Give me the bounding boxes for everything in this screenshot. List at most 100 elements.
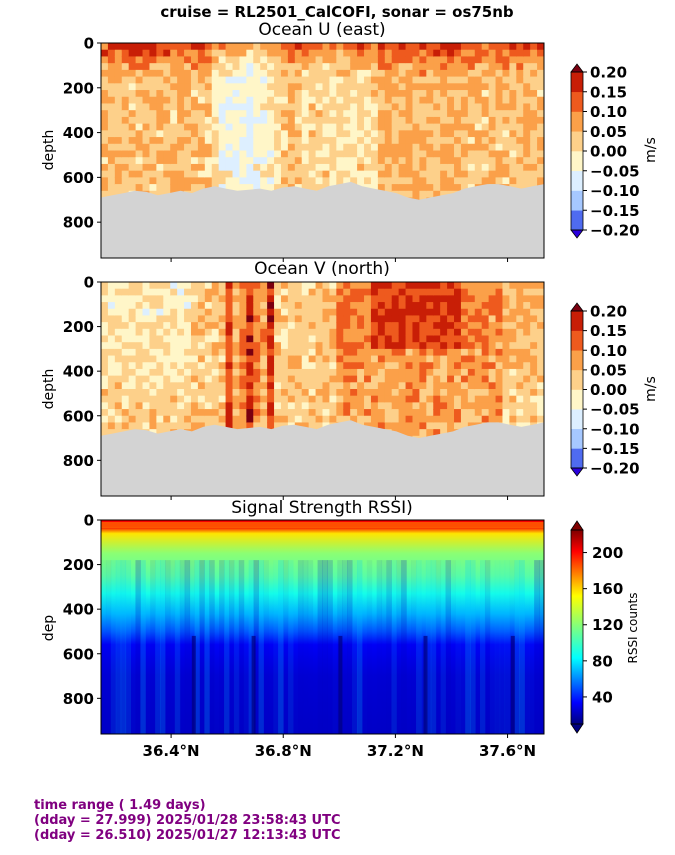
heatmap-cell: [405, 184, 414, 192]
heatmap-cell: [460, 355, 469, 363]
heatmap-cell: [211, 177, 220, 185]
heatmap-cell: [391, 415, 400, 424]
heatmap-cell: [357, 348, 365, 357]
heatmap-cell: [177, 422, 185, 430]
heatmap-cell: [495, 130, 504, 138]
heatmap-cell: [433, 295, 441, 303]
heatmap-cell: [488, 409, 497, 417]
heatmap-cell: [121, 368, 130, 377]
heatmap-cell: [142, 96, 151, 105]
heatmap-cell: [370, 170, 379, 178]
heatmap-cell: [301, 389, 310, 397]
rssi-column: [401, 560, 407, 734]
heatmap-cell: [177, 150, 185, 158]
heatmap-cell: [467, 362, 476, 370]
heatmap-cell: [523, 150, 531, 158]
heatmap-cell: [467, 170, 476, 178]
heatmap-cell: [460, 177, 469, 185]
heatmap-cell: [495, 143, 504, 152]
heatmap-cell: [495, 335, 504, 343]
heatmap-cell: [391, 422, 400, 430]
heatmap-cell: [128, 49, 137, 58]
heatmap-cell: [447, 69, 455, 78]
heatmap-cell: [114, 415, 123, 424]
heatmap-cell: [530, 63, 538, 71]
heatmap-cell: [246, 302, 254, 310]
heatmap-cell: [114, 308, 123, 317]
heatmap-cell: [280, 130, 289, 138]
heatmap-cell: [357, 342, 365, 350]
heatmap-cell: [405, 157, 414, 165]
heatmap-cell: [474, 368, 483, 377]
heatmap-cell: [377, 375, 386, 383]
heatmap-cell: [294, 63, 303, 71]
heatmap-cell: [467, 355, 476, 363]
heatmap-cell: [253, 123, 261, 131]
heatmap-cell: [308, 137, 317, 145]
heatmap-cell: [128, 409, 137, 417]
colorbar-segment: [571, 72, 583, 93]
heatmap-cell: [218, 76, 227, 84]
heatmap-cell: [523, 103, 531, 111]
heatmap-cell: [128, 282, 137, 290]
heatmap-cell: [253, 302, 261, 310]
heatmap-cell: [440, 322, 448, 330]
heatmap-cell: [294, 83, 303, 91]
heatmap-cell: [128, 69, 137, 78]
heatmap-cell: [530, 163, 538, 172]
heatmap-cell: [350, 409, 358, 417]
heatmap-cell: [474, 348, 483, 357]
heatmap-cell: [260, 63, 268, 71]
rssi-column: [332, 560, 337, 734]
heatmap-cell: [315, 295, 324, 303]
heatmap-cell: [384, 362, 393, 370]
heatmap-cell: [370, 163, 379, 172]
heatmap-cell: [253, 69, 261, 78]
heatmap-cell: [301, 143, 310, 152]
heatmap-cell: [294, 130, 303, 138]
heatmap-cell: [315, 402, 324, 410]
heatmap-cell: [405, 137, 414, 145]
heatmap-cell: [350, 348, 358, 357]
heatmap-cell: [474, 335, 483, 343]
heatmap-cell: [260, 110, 268, 118]
heatmap-cell: [107, 375, 116, 383]
heatmap-cell: [142, 382, 151, 390]
heatmap-cell: [384, 402, 393, 410]
rssi-column: [101, 560, 106, 734]
heatmap-cell: [467, 335, 476, 343]
heatmap-cell: [301, 150, 310, 158]
rssi-column: [381, 560, 387, 734]
heatmap-cell: [364, 389, 372, 397]
heatmap-cell: [135, 110, 144, 118]
heatmap-cell: [384, 177, 393, 185]
heatmap-cell: [474, 43, 483, 51]
heatmap-cell: [391, 322, 400, 330]
rssi-column: [386, 560, 392, 734]
heatmap-cell: [433, 69, 441, 78]
heatmap-cell: [156, 409, 164, 417]
heatmap-cell: [308, 335, 317, 343]
heatmap-cell: [142, 395, 151, 403]
rssi-column: [524, 560, 530, 734]
heatmap-cell: [267, 49, 275, 58]
heatmap-cell: [142, 69, 151, 78]
heatmap-cell: [197, 103, 206, 111]
heatmap-cell: [184, 177, 192, 185]
heatmap-cell: [377, 395, 386, 403]
plot-area-u: [100, 42, 545, 259]
heatmap-cell: [502, 302, 510, 310]
heatmap-cell: [488, 342, 497, 350]
heatmap-cell: [239, 49, 247, 58]
heatmap-cell: [447, 170, 455, 178]
heatmap-cell: [454, 288, 462, 296]
heatmap-cell: [370, 335, 379, 343]
heatmap-cell: [239, 295, 247, 303]
heatmap-cell: [454, 335, 462, 343]
heatmap-cell: [232, 402, 241, 410]
heatmap-cell: [454, 342, 462, 350]
colorbar-tick-label: 0.15: [590, 83, 627, 101]
rssi-column: [258, 560, 264, 734]
heatmap-cell: [447, 150, 455, 158]
heatmap-cell: [114, 177, 123, 185]
